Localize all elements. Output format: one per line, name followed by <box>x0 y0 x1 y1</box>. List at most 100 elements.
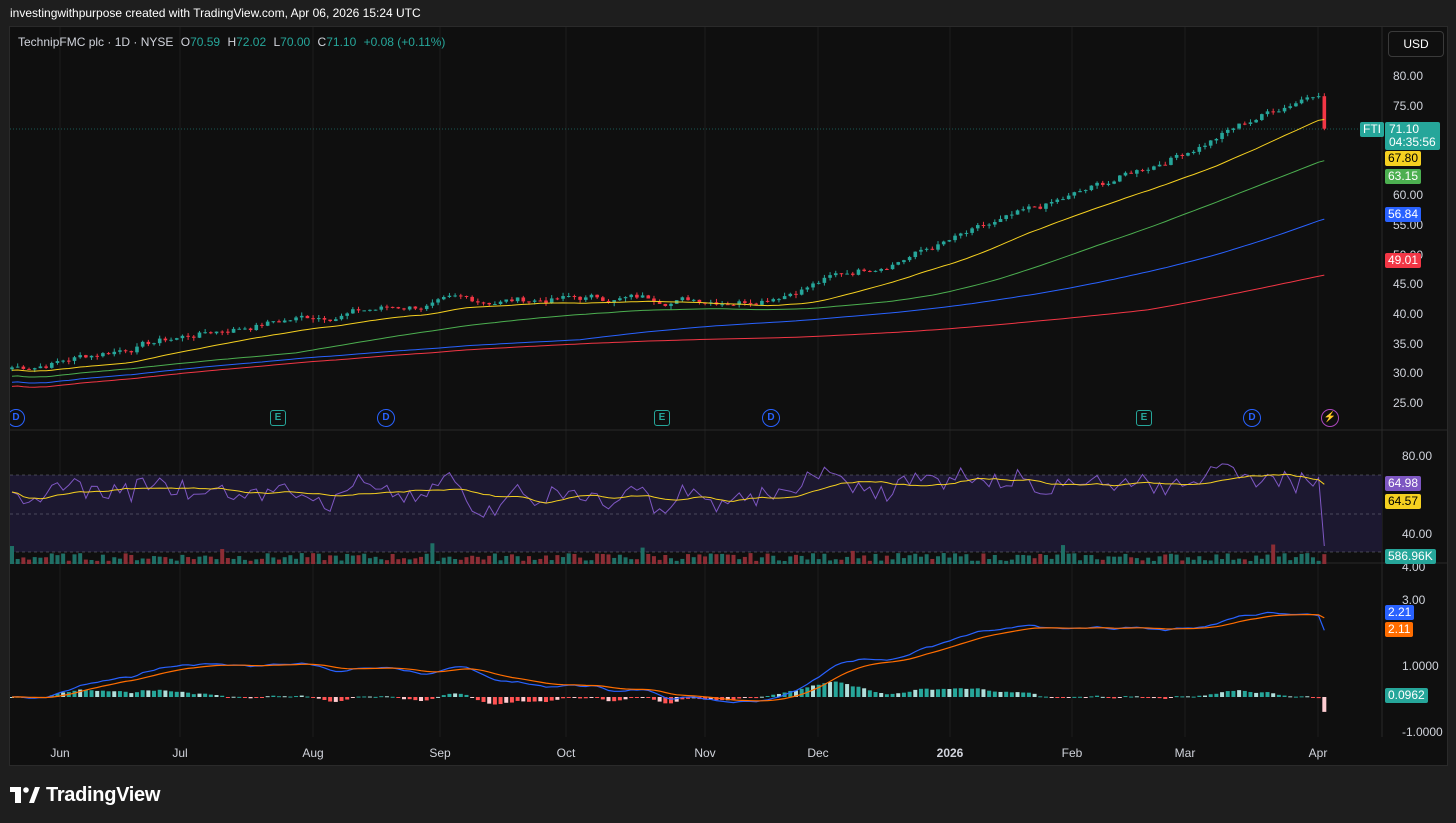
earnings-icon[interactable]: E <box>270 410 286 426</box>
volume-bar <box>776 560 781 564</box>
volume-bar <box>617 554 622 564</box>
macd-histogram-bar <box>856 686 861 697</box>
macd-histogram-bar <box>504 697 509 703</box>
macd-histogram-bar <box>669 697 673 704</box>
macd-histogram-bar <box>356 696 361 698</box>
volume-bar <box>1106 556 1111 564</box>
candle-body <box>816 282 821 284</box>
volume-bar <box>759 557 764 564</box>
volume-bar <box>458 559 463 564</box>
macd-histogram-bar <box>55 693 60 697</box>
macd-histogram-bar <box>259 697 264 698</box>
candle-body <box>1191 151 1196 154</box>
currency-button[interactable]: USD <box>1388 31 1444 57</box>
chart-canvas[interactable]: 80.0075.0060.0055.0050.0045.0040.0035.00… <box>10 27 1447 765</box>
volume-bar <box>112 557 117 564</box>
last-price: 71.10 <box>1389 122 1420 136</box>
candle-body <box>436 299 440 303</box>
rsi-ma-line <box>11 473 1325 504</box>
candle-body <box>413 306 418 309</box>
volume-bar <box>544 555 549 564</box>
volume-bar <box>447 556 452 564</box>
macd-histogram-bar <box>140 690 145 697</box>
dividend-icon[interactable]: D <box>1243 409 1261 427</box>
volume-bar <box>1299 553 1304 564</box>
candle-body <box>845 273 849 275</box>
volume-bar <box>816 559 821 564</box>
candle-body <box>481 302 486 304</box>
volume-bar <box>248 560 253 564</box>
candle-body <box>578 296 582 300</box>
candle-body <box>140 341 145 347</box>
earnings-icon[interactable]: E <box>654 410 670 426</box>
volume-bar <box>504 555 509 564</box>
macd-histogram-bar <box>555 697 560 700</box>
price-axis-label: 30.00 <box>1393 366 1423 380</box>
volume-bar <box>259 558 264 564</box>
volume-bar <box>117 558 122 564</box>
dividend-icon[interactable]: D <box>10 409 25 427</box>
candle-body <box>243 328 247 330</box>
macd-histogram-bar <box>731 697 736 701</box>
candle-body <box>1078 191 1082 193</box>
volume-bar <box>407 559 412 564</box>
macd-histogram-bar <box>180 691 185 697</box>
candle-body <box>10 367 14 370</box>
volume-bar <box>430 543 435 564</box>
time-axis-label: Jun <box>50 746 69 760</box>
macd-histogram-bar <box>208 694 213 697</box>
macd-histogram-bar <box>481 697 486 702</box>
volume-bar <box>1060 545 1065 564</box>
volume-bar <box>595 553 600 564</box>
macd-histogram-bar <box>197 693 202 697</box>
volume-bar <box>583 560 588 564</box>
candle-body <box>1135 170 1139 174</box>
lightning-icon[interactable]: ⚡ <box>1321 409 1339 427</box>
candle-body <box>691 299 696 301</box>
candle-body <box>868 270 872 272</box>
macd-histogram-bar <box>646 697 651 698</box>
candle-body <box>743 301 747 303</box>
macd-histogram-bar <box>1174 696 1179 698</box>
macd-histogram-bar <box>771 694 776 697</box>
chart-frame[interactable]: 80.0075.0060.0055.0050.0045.0040.0035.00… <box>9 26 1448 766</box>
signal-line <box>11 614 1325 702</box>
ma200-line <box>11 274 1325 388</box>
candle-body <box>873 270 878 272</box>
volume-bar <box>100 554 105 564</box>
volume-bar <box>754 560 759 564</box>
candle-body <box>1231 128 1236 130</box>
candle-body <box>379 306 384 310</box>
volume-bar <box>691 557 696 564</box>
candle-body <box>402 308 406 310</box>
dividend-icon[interactable]: D <box>377 409 395 427</box>
tradingview-logo[interactable]: TradingView <box>10 783 160 807</box>
candle-body <box>748 302 753 304</box>
earnings-icon[interactable]: E <box>1136 410 1152 426</box>
macd-histogram-bar <box>333 697 338 702</box>
volume-bar <box>1112 556 1117 564</box>
volume-bar <box>828 560 833 564</box>
candle-body <box>1186 153 1190 156</box>
macd-histogram-bar <box>83 690 88 697</box>
macd-histogram-bar <box>407 697 412 700</box>
volume-bar <box>1134 558 1139 564</box>
candle-body <box>44 366 48 368</box>
volume-bar <box>277 559 282 564</box>
candle-body <box>1146 169 1151 171</box>
macd-histogram-bar <box>367 696 372 698</box>
macd-histogram-bar <box>1078 696 1083 698</box>
macd-histogram-bar <box>1225 691 1230 697</box>
macd-histogram-bar <box>1151 697 1156 699</box>
candle-body <box>1265 111 1270 115</box>
macd-histogram-bar <box>1208 694 1213 697</box>
macd-histogram-bar <box>1095 695 1100 697</box>
macd-histogram-bar <box>521 697 526 702</box>
volume-bar <box>78 553 83 564</box>
candle-body <box>55 361 60 363</box>
volume-bar <box>1026 555 1031 564</box>
macd-histogram-bar <box>566 697 571 698</box>
macd-histogram-bar <box>1066 697 1071 698</box>
dividend-icon[interactable]: D <box>762 409 780 427</box>
candle-body <box>862 269 866 271</box>
